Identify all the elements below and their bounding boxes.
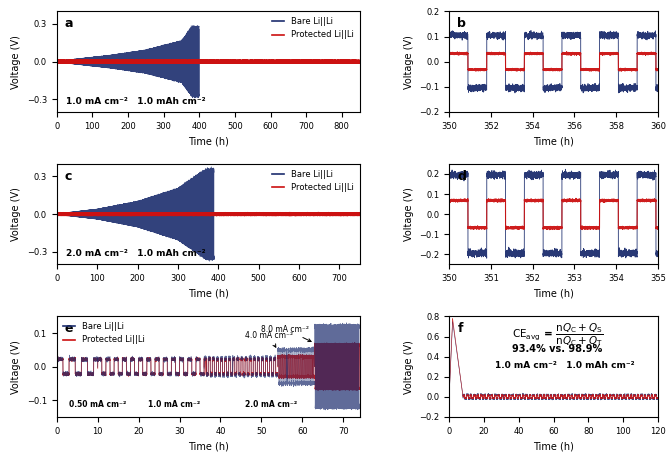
Text: 1.0 mA cm⁻²   1.0 mAh cm⁻²: 1.0 mA cm⁻² 1.0 mAh cm⁻²: [66, 97, 206, 106]
Legend: Bare Li||Li, Protected Li||Li: Bare Li||Li, Protected Li||Li: [270, 168, 355, 194]
Legend: Bare Li||Li, Protected Li||Li: Bare Li||Li, Protected Li||Li: [61, 321, 146, 346]
Text: e: e: [64, 322, 73, 335]
Text: f: f: [458, 322, 463, 335]
Y-axis label: Voltage (V): Voltage (V): [403, 187, 413, 241]
Text: a: a: [64, 17, 73, 31]
Text: $\mathrm{CE_{avg}}$ = $\dfrac{\mathrm{n}Q_\mathrm{C}+Q_\mathrm{S}}{\mathrm{n}Q_\: $\mathrm{CE_{avg}}$ = $\dfrac{\mathrm{n}…: [512, 322, 603, 349]
Text: 2.0 mA cm⁻²: 2.0 mA cm⁻²: [244, 400, 297, 409]
Text: 2.0 mA cm⁻²   1.0 mAh cm⁻²: 2.0 mA cm⁻² 1.0 mAh cm⁻²: [66, 249, 206, 258]
Text: 8.0 mA cm⁻²: 8.0 mA cm⁻²: [261, 325, 311, 342]
Text: b: b: [458, 17, 466, 31]
Text: 93.4% vs. 98.9%: 93.4% vs. 98.9%: [512, 344, 602, 354]
Y-axis label: Voltage (V): Voltage (V): [403, 340, 413, 393]
X-axis label: Time (h): Time (h): [188, 289, 228, 299]
X-axis label: Time (h): Time (h): [533, 136, 574, 146]
X-axis label: Time (h): Time (h): [533, 441, 574, 451]
Text: 0.50 mA cm⁻²: 0.50 mA cm⁻²: [69, 400, 126, 409]
Text: c: c: [64, 170, 71, 183]
Y-axis label: Voltage (V): Voltage (V): [11, 340, 21, 393]
Y-axis label: Voltage (V): Voltage (V): [11, 35, 21, 88]
Text: 1.0 mA cm⁻²: 1.0 mA cm⁻²: [148, 400, 200, 409]
X-axis label: Time (h): Time (h): [188, 136, 228, 146]
Text: 4.0 mA cm⁻²: 4.0 mA cm⁻²: [245, 331, 293, 347]
Legend: Bare Li||Li, Protected Li||Li: Bare Li||Li, Protected Li||Li: [270, 16, 355, 41]
Text: d: d: [458, 170, 466, 183]
X-axis label: Time (h): Time (h): [188, 441, 228, 451]
Y-axis label: Voltage (V): Voltage (V): [403, 35, 413, 88]
Text: 1.0 mA cm⁻²   1.0 mAh cm⁻²: 1.0 mA cm⁻² 1.0 mAh cm⁻²: [495, 360, 635, 370]
X-axis label: Time (h): Time (h): [533, 289, 574, 299]
Y-axis label: Voltage (V): Voltage (V): [11, 187, 21, 241]
